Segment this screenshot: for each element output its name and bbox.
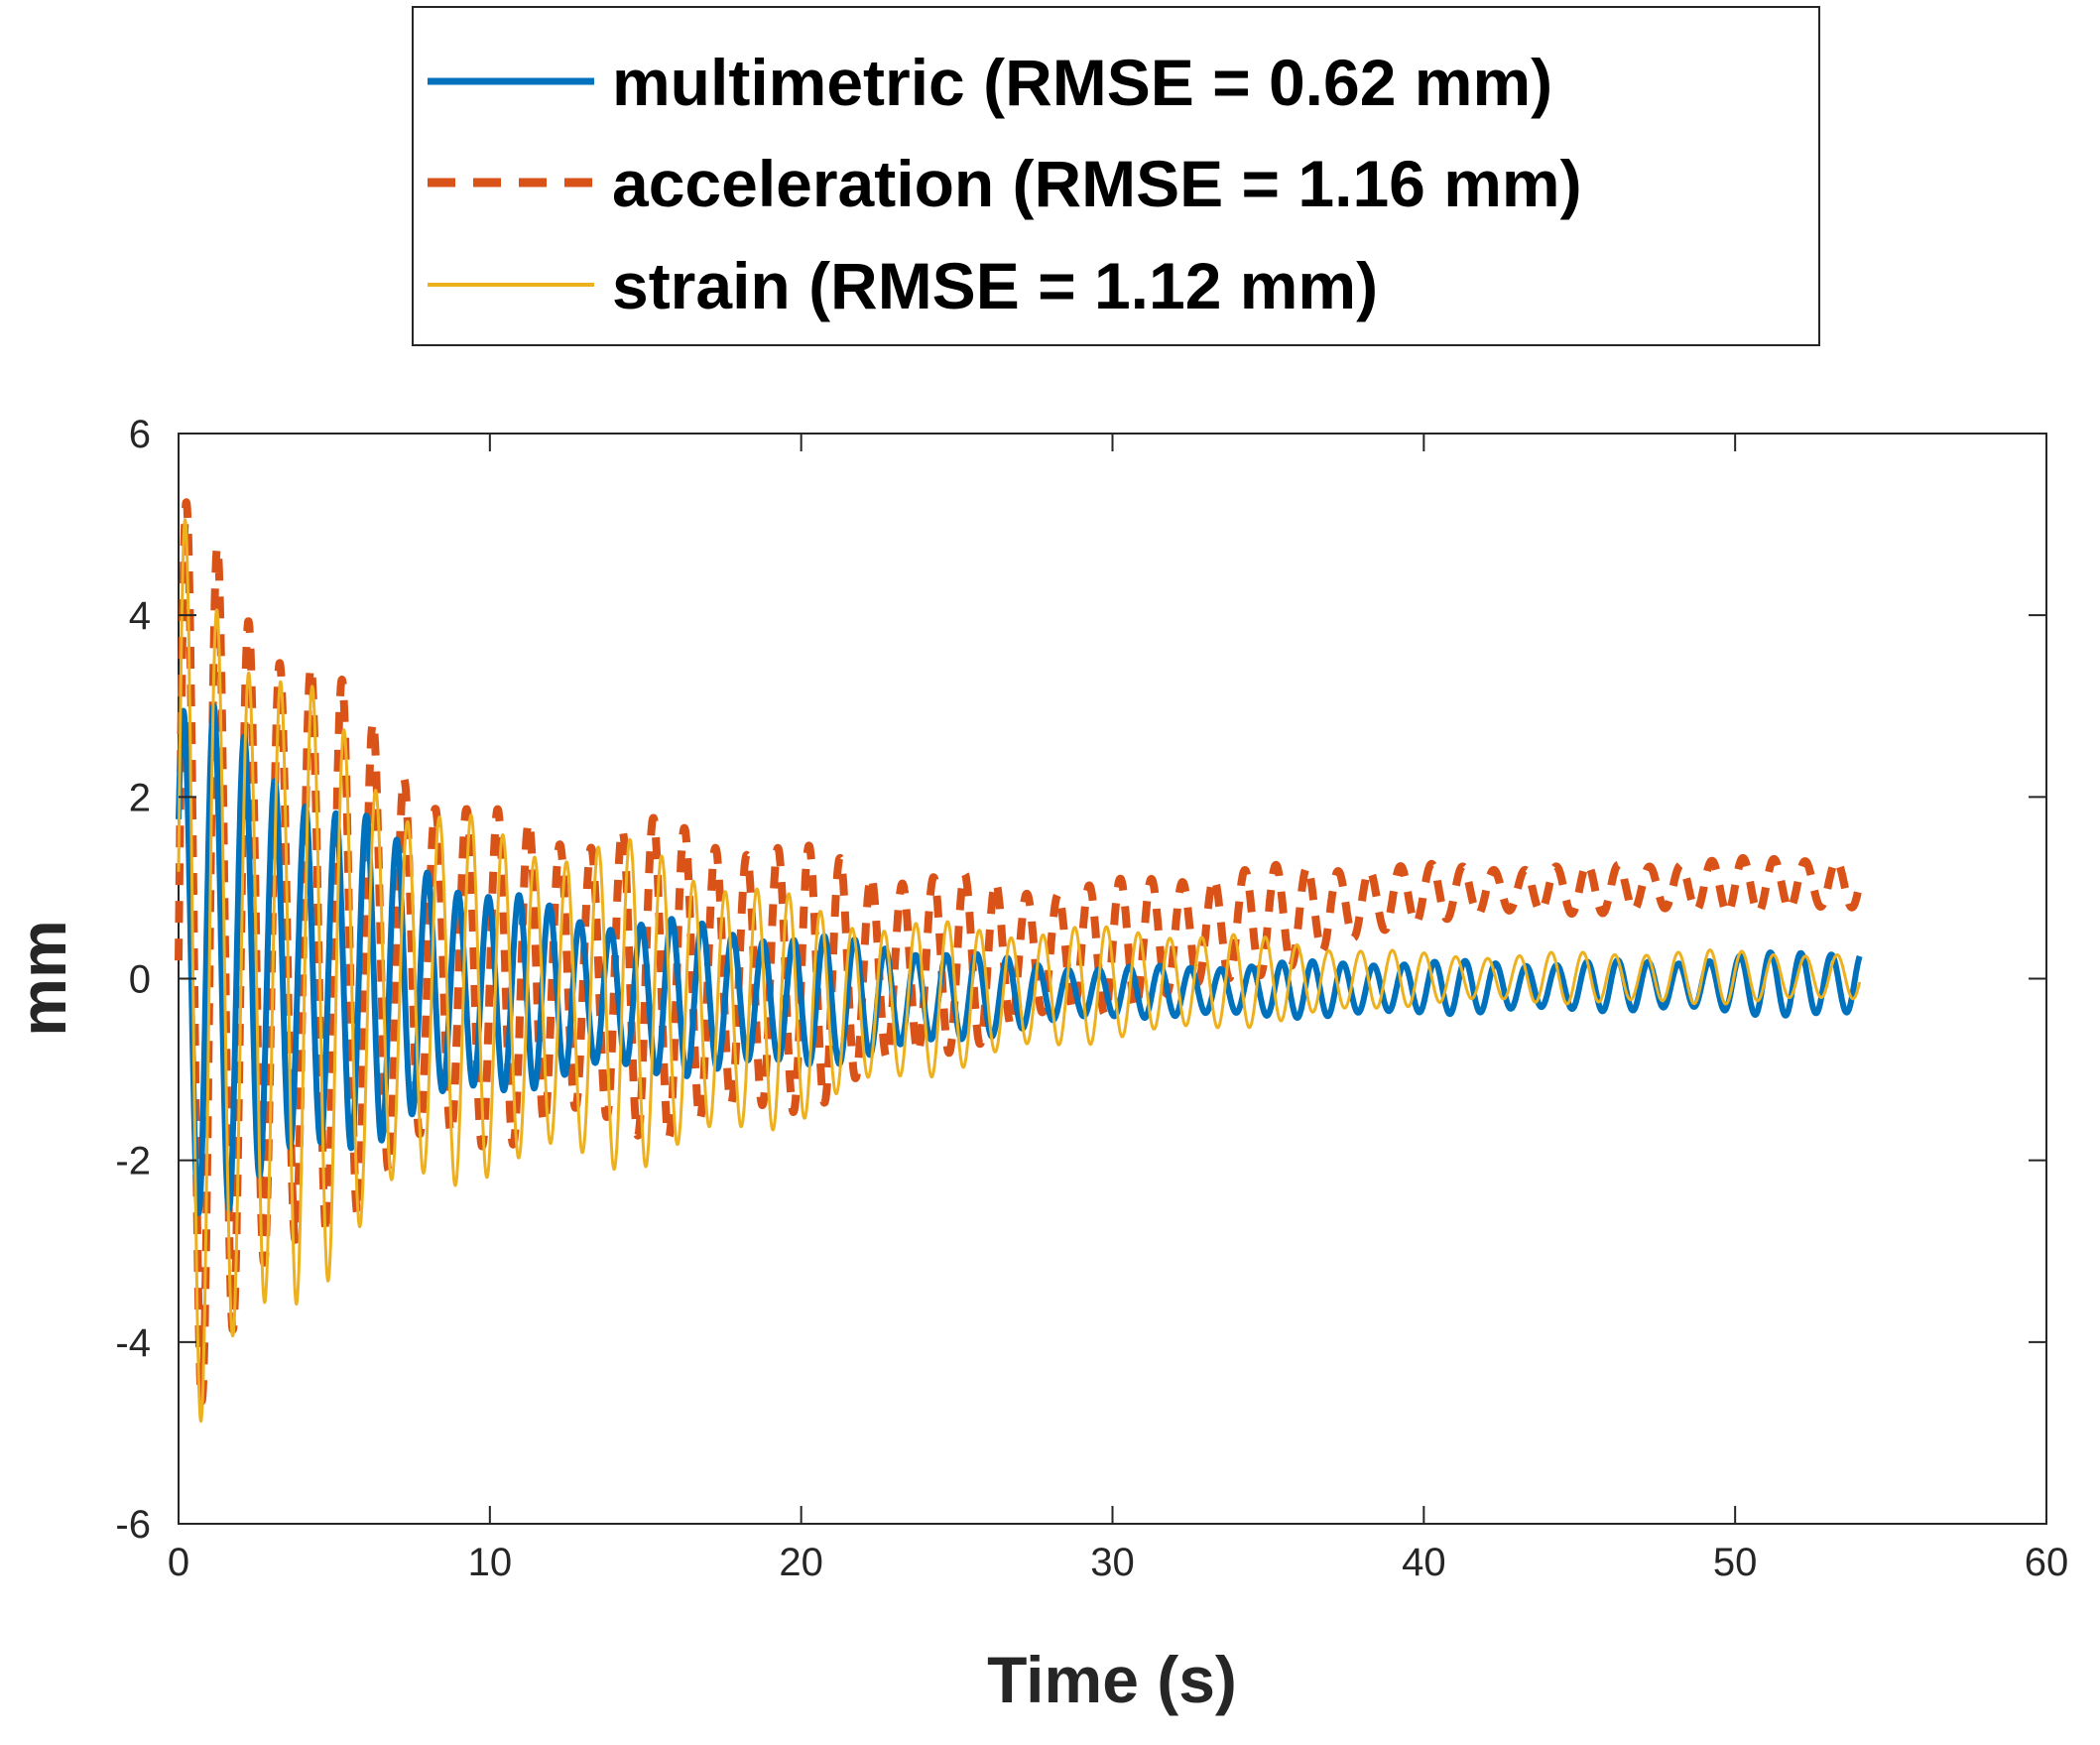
x-tick-label: 0	[168, 1541, 189, 1584]
y-tick-label: 4	[129, 594, 151, 638]
legend-label-strain: strain (RMSE = 1.12 mm)	[612, 249, 1378, 322]
y-tick-label: 6	[129, 413, 151, 456]
x-tick-label: 60	[2025, 1541, 2069, 1584]
x-tick-label: 50	[1713, 1541, 1758, 1584]
series-line-acceleration	[175, 498, 1864, 1406]
legend-box	[412, 6, 1820, 346]
y-tick-label: -4	[115, 1321, 151, 1365]
y-tick-label: 0	[129, 958, 151, 1002]
x-tick-label: 40	[1402, 1541, 1446, 1584]
x-tick-label: 20	[779, 1541, 823, 1584]
legend-label-acceleration: acceleration (RMSE = 1.16 mm)	[612, 147, 1582, 220]
tick-layer: 0 10 20 30 40 50 60 -6 -4 -2 0 2 4 6	[115, 413, 2068, 1584]
x-tick-label: 10	[468, 1541, 513, 1584]
y-tick-label: 2	[129, 776, 151, 819]
y-axis-title: mm	[6, 920, 79, 1036]
y-tick-label: -2	[115, 1140, 151, 1184]
y-tick-label: -6	[115, 1503, 151, 1547]
series-line-strain	[177, 518, 1862, 1424]
legend: multimetric (RMSE = 0.62 mm) acceleratio…	[412, 6, 1820, 346]
series-layer	[175, 498, 1864, 1424]
series-line-multimetric	[176, 702, 1863, 1216]
x-axis-title: Time (s)	[987, 1643, 1237, 1716]
legend-label-multimetric: multimetric (RMSE = 0.62 mm)	[612, 46, 1552, 119]
x-tick-label: 30	[1090, 1541, 1135, 1584]
plot-area: 0 10 20 30 40 50 60 -6 -4 -2 0 2 4 6	[115, 413, 2068, 1584]
